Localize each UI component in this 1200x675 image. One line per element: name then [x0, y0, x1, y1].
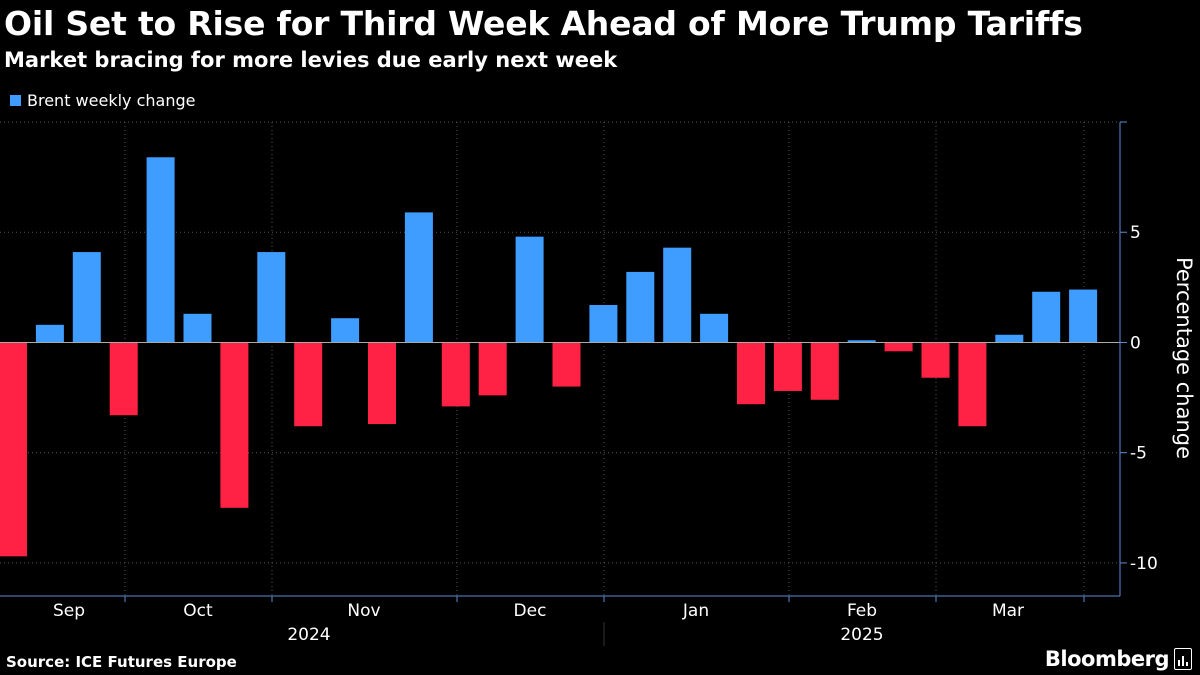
y-tick-label: 5 — [1130, 223, 1141, 243]
bar — [552, 342, 581, 387]
bar — [1032, 291, 1061, 343]
legend: Brent weekly change — [10, 91, 195, 110]
bar — [700, 313, 729, 343]
legend-label: Brent weekly change — [27, 91, 196, 110]
y-tick-label: -5 — [1130, 444, 1147, 464]
bar — [847, 340, 876, 343]
bar — [626, 271, 655, 343]
bar — [810, 342, 839, 400]
bar — [737, 342, 765, 405]
bar — [995, 334, 1024, 343]
x-month-label: Dec — [514, 601, 547, 621]
x-month-label: Sep — [53, 601, 85, 621]
bar — [0, 342, 27, 557]
bar — [368, 342, 396, 425]
bar — [183, 313, 212, 343]
bar — [35, 324, 64, 343]
y-tick-label: 0 — [1130, 333, 1141, 353]
bar — [220, 342, 249, 508]
bar — [884, 342, 913, 352]
x-month-label: Oct — [183, 601, 213, 621]
bar — [441, 342, 470, 407]
brand-name: Bloomberg — [1044, 647, 1170, 671]
x-month-label: Mar — [992, 601, 1024, 621]
x-month-label: Feb — [847, 601, 877, 621]
x-year-label: 2024 — [287, 625, 330, 645]
x-month-label: Jan — [682, 601, 709, 621]
x-month-label: Nov — [347, 601, 380, 621]
bar — [331, 318, 360, 343]
bar — [773, 342, 802, 391]
bar — [404, 212, 433, 343]
y-tick-label: -10 — [1130, 554, 1158, 574]
bar — [589, 304, 618, 343]
bar — [146, 157, 175, 343]
bar — [294, 342, 323, 427]
chart-icon — [1174, 648, 1192, 670]
bloomberg-logo: Bloomberg — [1045, 647, 1192, 671]
chart-title: Oil Set to Rise for Third Week Ahead of … — [4, 4, 1083, 43]
bar — [478, 342, 507, 396]
y-axis-title: Percentage change — [1172, 257, 1196, 459]
bar — [921, 342, 950, 378]
bar — [515, 236, 544, 343]
source-note: Source: ICE Futures Europe — [6, 653, 237, 671]
legend-swatch — [10, 95, 21, 106]
bar — [958, 342, 987, 427]
bar — [257, 252, 286, 343]
bar — [109, 342, 138, 416]
chart-subtitle: Market bracing for more levies due early… — [4, 48, 618, 72]
bar — [1069, 289, 1098, 343]
bar — [663, 247, 692, 343]
x-year-label: 2025 — [840, 625, 883, 645]
bar — [72, 252, 101, 343]
